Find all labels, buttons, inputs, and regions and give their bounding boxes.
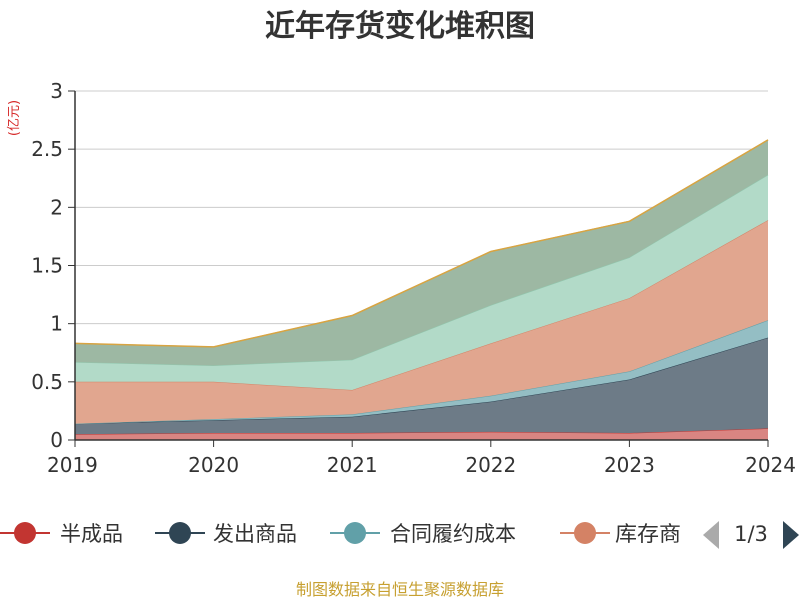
legend-item-half-finished[interactable]: 半成品 [0,522,123,546]
legend-prev-page-icon[interactable] [703,521,719,549]
y-tick-label: 1.5 [31,254,63,278]
area-series-4 [75,174,768,390]
y-tick-label: 0 [50,428,63,452]
y-tick-labels: 0 0.5 1 1.5 2 2.5 3 [31,79,75,452]
data-source-note: 制图数据来自恒生聚源数据库 [296,580,504,599]
area-series-0 [75,428,768,440]
legend-item-shipped-goods[interactable]: 发出商品 [155,522,297,546]
area-series-group [74,139,769,440]
y-tick-label: 0.5 [31,370,63,394]
y-tick-label: 2 [50,195,63,219]
area-series-3 [75,220,768,424]
area-series-2 [75,320,768,424]
legend-marker-contract-cost [344,522,366,544]
legend-label-half-finished: 半成品 [60,522,123,546]
x-tick-label: 2021 [327,453,378,477]
legend-next-page-icon[interactable] [783,521,799,549]
legend-label-stock-goods: 库存商 [615,522,681,546]
legend-label-shipped-goods: 发出商品 [213,522,297,546]
legend-item-stock-goods[interactable]: 库存商 [560,522,681,546]
x-tick-labels: 2019 2020 2021 2022 2023 2024 [47,440,796,477]
chart-title: 近年存货变化堆积图 [265,9,535,44]
area-series-5 [75,139,768,366]
legend-marker-stock-goods [574,522,596,544]
area-series-1 [75,337,768,435]
legend-marker-half-finished [14,522,36,544]
x-tick-label: 2023 [604,453,655,477]
legend: 半成品 发出商品 合同履约成本 库存商 1/3 [0,521,799,549]
y-tick-label: 3 [50,79,63,103]
legend-item-contract-cost[interactable]: 合同履约成本 [330,522,516,546]
area-series-line-0 [74,427,769,435]
x-tick-label: 2024 [745,453,796,477]
y-tick-label: 1 [50,312,63,336]
stack-top-line [74,139,769,348]
legend-marker-shipped-goods [169,522,191,544]
x-tick-label: 2020 [188,453,239,477]
legend-page-indicator: 1/3 [734,522,768,546]
x-tick-label: 2019 [47,453,98,477]
x-tick-label: 2022 [465,453,516,477]
legend-label-contract-cost: 合同履约成本 [390,522,516,546]
y-tick-label: 2.5 [31,137,63,161]
y-axis-unit: (亿元) [7,100,22,136]
